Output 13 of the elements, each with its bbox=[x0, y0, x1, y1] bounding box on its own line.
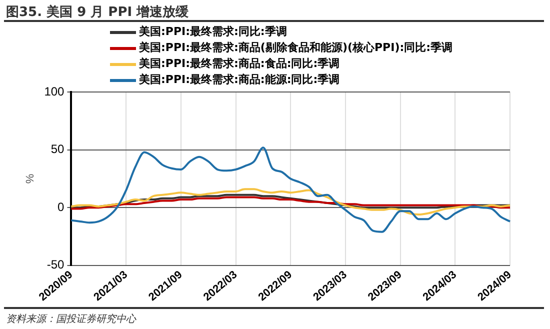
line-series bbox=[70, 188, 511, 216]
legend-label: 美国:PPI:最终需求:商品:食品:同比:季调 bbox=[139, 56, 340, 72]
text: 资料来源：国投证券研究中心 bbox=[6, 312, 136, 326]
y-tick-label: -50 bbox=[46, 258, 65, 272]
legend-label: 美国:PPI:最终需求:商品:能源:同比:季调 bbox=[139, 72, 340, 88]
chart-title: 图35. 美国 9 月 PPI 增速放缓 bbox=[6, 4, 189, 21]
y-tick-label: 0 bbox=[58, 200, 65, 214]
y-tick-label: 50 bbox=[50, 142, 65, 156]
y-axis-title: % bbox=[24, 174, 37, 184]
y-tick-label: 100 bbox=[44, 84, 65, 99]
legend-label: 美国:PPI:最终需求:商品(剔除食品和能源)(核心PPI):同比:季调 bbox=[139, 40, 453, 56]
legend-label: 美国:PPI:最终需求:同比:季调 bbox=[139, 24, 287, 40]
line-series bbox=[70, 146, 511, 233]
